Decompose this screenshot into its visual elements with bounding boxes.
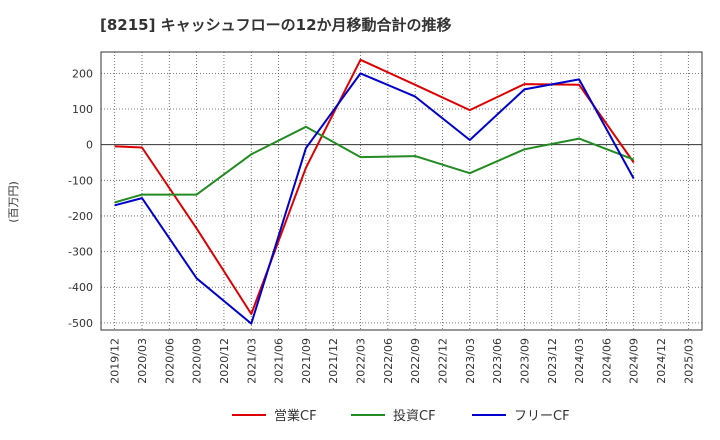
y-tick-label: -500 (68, 317, 93, 330)
legend-label: 投資CF (393, 408, 436, 424)
x-tick-label: 2020/03 (136, 338, 149, 384)
x-tick-label: 2023/06 (491, 338, 504, 384)
x-tick-label: 2021/06 (273, 338, 286, 384)
x-tick-label: 2020/12 (218, 338, 231, 384)
chart-title: [8215] キャッシュフローの12か月移動合計の推移 (100, 16, 452, 34)
y-tick-label: -200 (68, 210, 93, 223)
x-tick-label: 2022/09 (409, 338, 422, 384)
y-tick-label: 0 (86, 139, 93, 152)
legend-label: 営業CF (274, 408, 317, 424)
x-tick-label: 2022/03 (355, 338, 368, 384)
x-tick-label: 2023/09 (518, 338, 531, 384)
x-tick-label: 2024/06 (600, 338, 613, 384)
x-tick-label: 2019/12 (109, 338, 122, 384)
x-tick-label: 2021/09 (300, 338, 313, 384)
x-tick-label: 2024/12 (655, 338, 668, 384)
y-tick-label: 200 (72, 67, 93, 80)
y-tick-label: 100 (72, 103, 93, 116)
x-axis: 2019/12 2020/03 2020/06 2020/09 2020/12 2021/… (109, 338, 696, 384)
x-tick-label: 2020/09 (191, 338, 204, 384)
legend: 営業CF 投資CF フリーCF (232, 408, 570, 424)
y-axis-label: (百万円) (7, 181, 20, 223)
y-axis: 200 100 0 -100 -200 -300 -400 -500 (68, 67, 93, 329)
x-tick-label: 2021/12 (327, 338, 340, 384)
y-tick-label: -400 (68, 281, 93, 294)
x-tick-label: 2023/12 (546, 338, 559, 384)
x-tick-label: 2024/09 (628, 338, 641, 384)
plot-frame (100, 51, 703, 331)
grid (101, 52, 702, 330)
series-line-フリーCF (114, 72, 635, 325)
series-line-営業CF (114, 58, 635, 315)
x-tick-label: 2024/03 (573, 338, 586, 384)
legend-label: フリーCF (514, 409, 570, 424)
x-tick-label: 2023/03 (464, 338, 477, 384)
y-tick-label: -100 (68, 174, 93, 187)
x-tick-label: 2025/03 (682, 338, 695, 384)
y-tick-label: -300 (68, 246, 93, 259)
plot-background (101, 52, 702, 330)
x-tick-label: 2020/06 (163, 338, 176, 384)
series-line-投資CF (114, 125, 635, 204)
x-tick-label: 2022/12 (436, 338, 449, 384)
series (114, 58, 635, 325)
x-tick-label: 2022/06 (382, 338, 395, 384)
x-tick-label: 2021/03 (245, 338, 258, 384)
